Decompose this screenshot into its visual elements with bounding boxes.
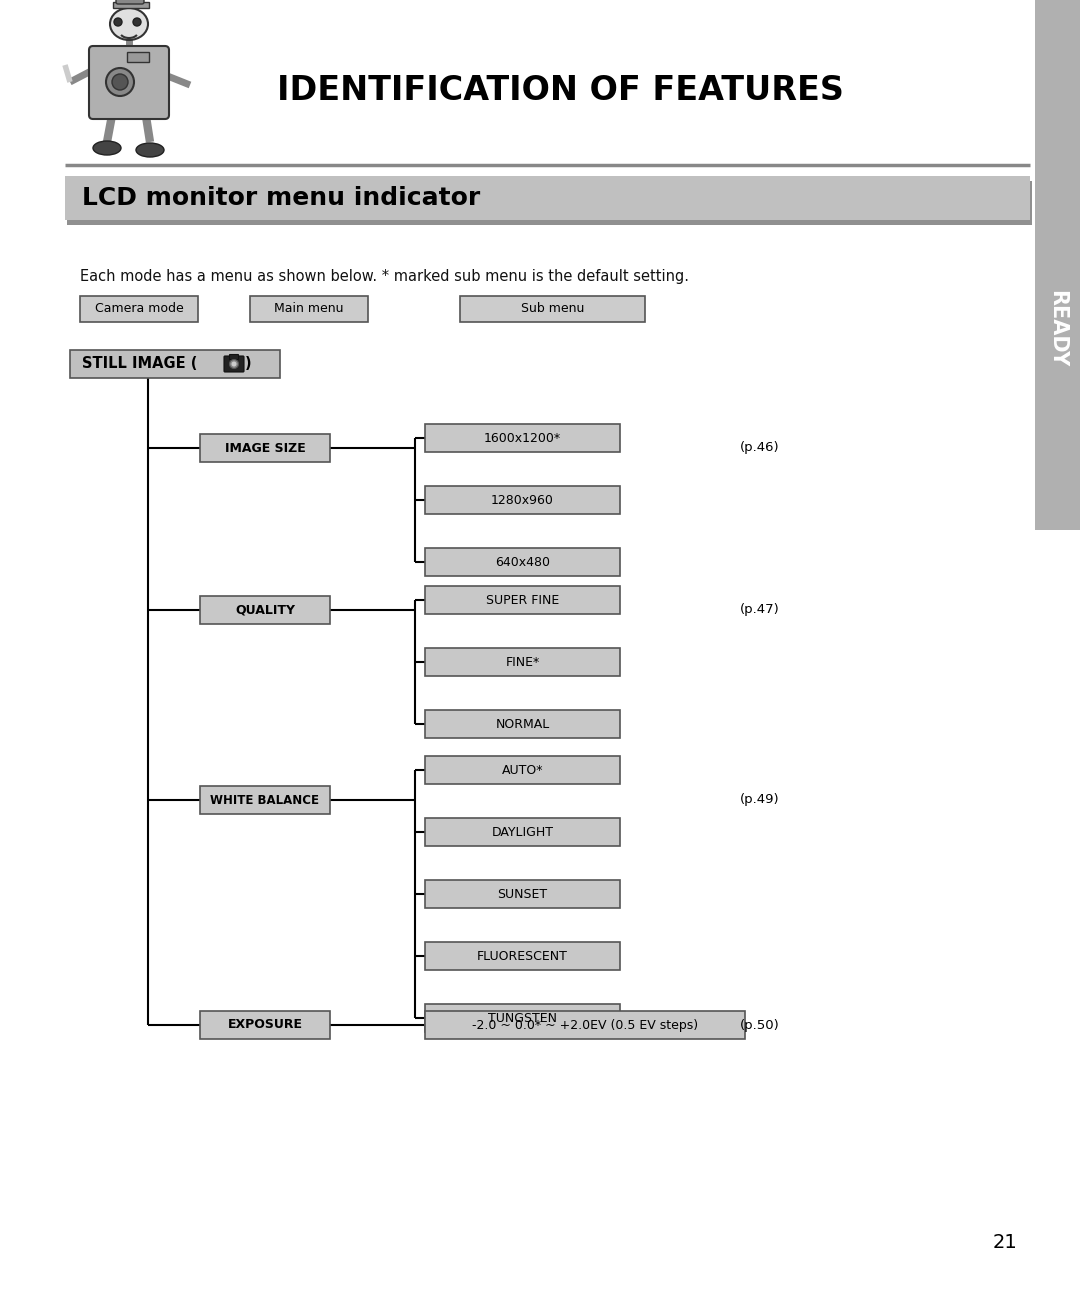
FancyBboxPatch shape (200, 1011, 330, 1039)
Text: FLUORESCENT: FLUORESCENT (477, 949, 568, 962)
FancyBboxPatch shape (426, 881, 620, 908)
Text: 1280x960: 1280x960 (491, 493, 554, 506)
Ellipse shape (136, 142, 164, 157)
Ellipse shape (93, 141, 121, 155)
Text: LCD monitor menu indicator: LCD monitor menu indicator (82, 186, 481, 210)
Text: (p.50): (p.50) (740, 1018, 780, 1032)
Ellipse shape (114, 18, 122, 26)
Text: Each mode has a menu as shown below. * marked sub menu is the default setting.: Each mode has a menu as shown below. * m… (80, 269, 689, 285)
FancyBboxPatch shape (426, 1004, 620, 1032)
FancyBboxPatch shape (426, 1011, 745, 1039)
Text: STILL IMAGE (: STILL IMAGE ( (82, 356, 198, 372)
FancyBboxPatch shape (426, 587, 620, 614)
Text: FINE*: FINE* (505, 655, 540, 668)
Ellipse shape (112, 74, 129, 89)
Text: 21: 21 (993, 1234, 1017, 1252)
Text: Main menu: Main menu (274, 303, 343, 316)
Text: WHITE BALANCE: WHITE BALANCE (211, 794, 320, 807)
Text: Camera mode: Camera mode (95, 303, 184, 316)
Text: (p.47): (p.47) (740, 603, 780, 616)
FancyBboxPatch shape (426, 648, 620, 676)
Text: 1600x1200*: 1600x1200* (484, 431, 562, 444)
Text: Sub menu: Sub menu (521, 303, 584, 316)
FancyBboxPatch shape (89, 47, 168, 119)
FancyBboxPatch shape (200, 434, 330, 462)
FancyBboxPatch shape (426, 548, 620, 576)
FancyBboxPatch shape (460, 297, 645, 322)
Text: 640x480: 640x480 (495, 556, 550, 569)
Text: IMAGE SIZE: IMAGE SIZE (225, 442, 306, 455)
FancyBboxPatch shape (249, 297, 368, 322)
Ellipse shape (231, 361, 237, 366)
Text: IDENTIFICATION OF FEATURES: IDENTIFICATION OF FEATURES (276, 74, 843, 106)
Text: QUALITY: QUALITY (235, 603, 295, 616)
FancyBboxPatch shape (426, 818, 620, 846)
FancyBboxPatch shape (426, 756, 620, 783)
Ellipse shape (133, 18, 141, 26)
Text: (p.49): (p.49) (740, 794, 780, 807)
Text: TUNGSTEN: TUNGSTEN (488, 1011, 557, 1024)
FancyBboxPatch shape (1035, 0, 1080, 530)
FancyBboxPatch shape (200, 786, 330, 815)
FancyBboxPatch shape (116, 0, 144, 4)
FancyBboxPatch shape (65, 176, 1030, 220)
Ellipse shape (229, 360, 239, 369)
FancyBboxPatch shape (200, 596, 330, 624)
Ellipse shape (106, 69, 134, 96)
FancyBboxPatch shape (229, 355, 239, 360)
Text: SUPER FINE: SUPER FINE (486, 593, 559, 606)
Ellipse shape (110, 8, 148, 40)
FancyBboxPatch shape (224, 356, 244, 372)
Text: -2.0 ~ 0.0* ~ +2.0EV (0.5 EV steps): -2.0 ~ 0.0* ~ +2.0EV (0.5 EV steps) (472, 1018, 698, 1032)
FancyBboxPatch shape (426, 486, 620, 514)
Text: ): ) (245, 356, 252, 372)
FancyBboxPatch shape (426, 423, 620, 452)
Text: EXPOSURE: EXPOSURE (228, 1018, 302, 1032)
FancyBboxPatch shape (127, 52, 149, 62)
Text: SUNSET: SUNSET (498, 887, 548, 900)
Text: NORMAL: NORMAL (496, 717, 550, 730)
FancyBboxPatch shape (426, 941, 620, 970)
FancyBboxPatch shape (113, 3, 149, 8)
FancyBboxPatch shape (80, 297, 198, 322)
Text: (p.46): (p.46) (740, 442, 780, 455)
FancyBboxPatch shape (67, 181, 1032, 225)
Text: AUTO*: AUTO* (502, 764, 543, 777)
Text: DAYLIGHT: DAYLIGHT (491, 825, 554, 838)
FancyBboxPatch shape (426, 710, 620, 738)
Text: READY: READY (1048, 290, 1067, 368)
FancyBboxPatch shape (70, 350, 280, 378)
